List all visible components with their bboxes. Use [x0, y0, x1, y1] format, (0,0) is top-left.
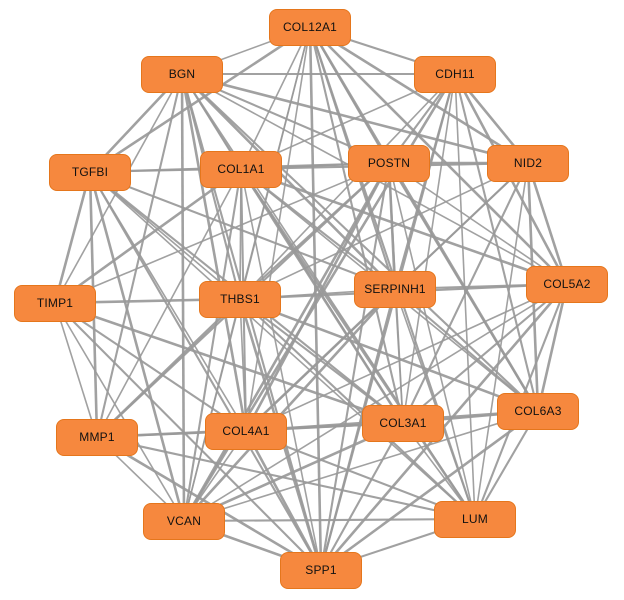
node-label: POSTN — [367, 156, 411, 170]
edge-bgn-vcan — [180, 73, 186, 522]
edge-vcan-lum — [183, 517, 476, 523]
edge-nid2-lum — [474, 162, 529, 520]
node-col1a1: COL1A1 — [200, 150, 282, 188]
edge-col5a2-col6a3 — [536, 283, 569, 412]
node-timp1: TIMP1 — [14, 284, 96, 322]
edge-col4a1-spp1 — [244, 430, 323, 571]
node-mmp1: MMP1 — [56, 418, 138, 456]
edge-bgn-col4a1 — [180, 73, 248, 432]
edge-postn-col4a1 — [244, 162, 391, 432]
node-label: VCAN — [166, 514, 202, 528]
node-label: COL3A1 — [379, 416, 427, 430]
edge-timp1-spp1 — [54, 302, 322, 571]
node-lum: LUM — [434, 500, 516, 538]
node-col6a3: COL6A3 — [497, 392, 579, 430]
node-label: TGFBI — [71, 165, 109, 179]
edge-timp1-vcan — [54, 302, 185, 522]
edge-thbs1-vcan — [183, 298, 241, 522]
node-postn: POSTN — [348, 144, 430, 182]
node-label: CDH11 — [435, 67, 475, 81]
node-label: LUM — [462, 512, 488, 526]
edge-timp1-mmp1 — [54, 302, 98, 438]
edge-col5a2-col4a1 — [245, 283, 568, 432]
edge-col1a1-spp1 — [240, 168, 322, 571]
edge-thbs1-col4a1 — [239, 298, 247, 432]
edge-col5a2-vcan — [183, 283, 568, 522]
edge-tgfbi-vcan — [88, 171, 186, 522]
edge-col3a1-spp1 — [320, 422, 404, 571]
node-bgn: BGN — [141, 55, 223, 93]
node-label: THBS1 — [220, 292, 260, 306]
edge-postn-spp1 — [319, 162, 391, 571]
edge-thbs1-lum — [239, 298, 476, 520]
edge-thbs1-col6a3 — [239, 297, 539, 413]
node-label: COL6A3 — [514, 404, 562, 418]
edge-timp1-col4a1 — [54, 302, 247, 432]
edge-postn-col5a2 — [388, 162, 568, 285]
node-cdh11: CDH11 — [414, 55, 496, 93]
edge-col1a1-vcan — [182, 168, 243, 522]
node-label: BGN — [168, 67, 196, 81]
edge-col12a1-tgfbi — [89, 25, 311, 174]
node-label: NID2 — [513, 156, 543, 170]
edge-col6a3-vcan — [183, 410, 539, 522]
edge-mmp1-lum — [96, 435, 476, 521]
edge-serpinh1-col4a1 — [245, 288, 396, 432]
node-label: COL4A1 — [222, 424, 270, 438]
node-label: SPP1 — [305, 563, 337, 577]
edge-nid2-col5a2 — [526, 162, 569, 285]
edge-nid2-thbs1 — [239, 162, 529, 300]
edge-serpinh1-lum — [394, 288, 476, 520]
edge-cdh11-col6a3 — [453, 73, 540, 412]
edge-timp1-col3a1 — [54, 301, 404, 425]
edge-cdh11-lum — [454, 73, 476, 520]
edge-col1a1-timp1 — [54, 167, 242, 305]
node-nid2: NID2 — [487, 144, 569, 182]
node-serpinh1: SERPINH1 — [354, 270, 436, 308]
edge-tgfbi-timp1 — [53, 171, 92, 304]
edge-col5a2-spp1 — [320, 283, 568, 571]
node-label: COL5A2 — [543, 277, 591, 291]
edge-serpinh1-col6a3 — [394, 288, 539, 412]
node-col12a1: COL12A1 — [269, 8, 351, 46]
edge-nid2-col3a1 — [402, 162, 529, 424]
edge-tgfbi-spp1 — [89, 171, 322, 571]
edge-bgn-serpinh1 — [181, 73, 396, 290]
node-vcan: VCAN — [143, 502, 225, 540]
node-thbs1: THBS1 — [199, 280, 281, 318]
edge-serpinh1-vcan — [183, 288, 396, 522]
edge-col12a1-col5a2 — [309, 26, 568, 285]
node-spp1: SPP1 — [280, 551, 362, 589]
node-label: COL12A1 — [282, 20, 338, 34]
edge-cdh11-thbs1 — [239, 73, 456, 300]
node-label: TIMP1 — [36, 296, 74, 310]
edge-serpinh1-spp1 — [319, 288, 397, 571]
node-label: SERPINH1 — [364, 282, 426, 296]
node-col4a1: COL4A1 — [205, 412, 287, 450]
edge-col6a3-spp1 — [320, 409, 539, 572]
node-tgfbi: TGFBI — [49, 153, 131, 191]
node-label: MMP1 — [79, 430, 115, 444]
edge-thbs1-mmp1 — [96, 298, 241, 438]
node-col3a1: COL3A1 — [362, 404, 444, 442]
edge-tgfbi-lum — [89, 171, 476, 520]
node-col5a2: COL5A2 — [526, 265, 608, 303]
edge-col1a1-mmp1 — [96, 168, 242, 438]
edge-col5a2-col3a1 — [402, 283, 568, 424]
node-label: COL1A1 — [217, 162, 265, 176]
edge-serpinh1-col3a1 — [394, 288, 404, 424]
edge-postn-timp1 — [54, 162, 390, 304]
